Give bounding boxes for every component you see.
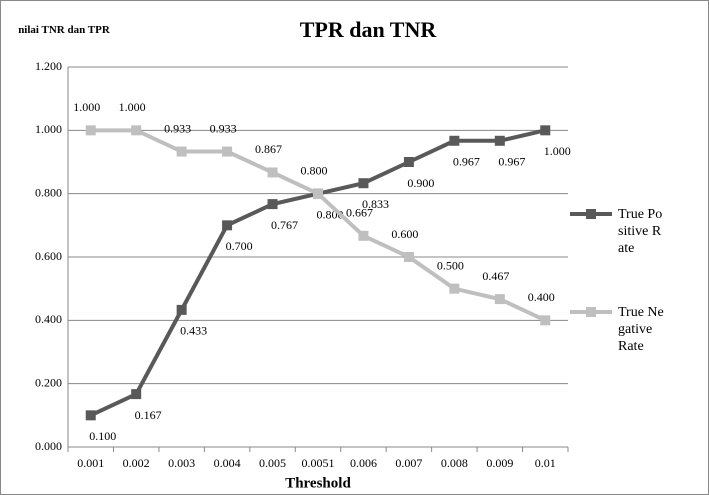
data-label: 0.767 [271,218,298,232]
point-marker [449,283,460,294]
data-label: 0.700 [226,239,253,253]
y-tick-label: 0.800 [35,185,62,199]
legend-label: True Negative Rate [618,305,664,354]
x-tick-label: 0.004 [214,456,241,470]
y-tick-label: 0.000 [35,439,62,453]
point-marker [494,294,505,305]
y-tick-label: 1.200 [35,59,62,73]
y-tick-label: 0.400 [35,312,62,326]
x-tick-label: 0.006 [350,456,377,470]
x-tick-label: 0.0051 [302,456,335,470]
point-marker [85,125,96,136]
point-marker [358,178,369,189]
data-label: 0.933 [164,121,191,135]
point-marker [540,125,551,136]
data-label: 0.600 [391,227,418,241]
data-label: 0.967 [498,155,525,169]
data-label: 0.900 [407,176,434,190]
point-marker [403,157,414,167]
point-marker [131,125,142,136]
data-label: 0.833 [362,197,389,211]
data-label: 0.867 [255,142,282,156]
point-marker [358,230,369,241]
point-marker [222,146,233,157]
data-label: 0.167 [135,408,162,422]
data-label: 0.100 [89,429,116,443]
point-marker [176,146,187,157]
data-label: 0.433 [180,324,207,338]
x-tick-label: 0.009 [486,456,513,470]
point-marker [176,304,187,315]
chart-title: TPR dan TNR [300,17,438,42]
x-tick-label: 0.003 [168,456,195,470]
y-tick-label: 0.600 [35,249,62,263]
data-label: 0.800 [301,163,328,177]
x-tick-label: 0.005 [259,456,286,470]
point-marker [267,167,278,178]
y-tick-label: 1.000 [35,122,62,136]
data-label: 0.933 [210,121,237,135]
data-label: 1.000 [119,100,146,114]
point-marker [267,199,278,210]
data-label: 1.000 [544,144,571,158]
x-axis-title: Threshold [285,475,351,491]
data-label: 0.967 [453,155,480,169]
y-axis-title: nilai TNR dan TPR [18,24,110,36]
point-marker [85,410,96,421]
point-marker [494,135,505,146]
data-label: 1.000 [73,100,100,114]
data-label: 0.500 [437,258,464,272]
legend-label: True Positive Rate [618,207,663,256]
point-marker [131,389,142,400]
point-marker [313,188,323,199]
point-marker [540,315,551,326]
x-tick-label: 0.01 [535,456,556,470]
x-tick-label: 0.001 [77,456,104,470]
point-marker [449,135,460,146]
data-label: 0.400 [528,290,555,304]
x-tick-label: 0.007 [395,456,422,470]
legend-marker [586,307,596,317]
x-tick-label: 0.002 [123,456,150,470]
data-label: 0.667 [346,206,373,220]
point-marker [222,220,233,231]
point-marker [403,252,414,262]
y-tick-label: 0.200 [35,375,62,389]
x-tick-label: 0.008 [441,456,468,470]
data-label: 0.467 [482,269,509,283]
legend-marker [586,209,596,219]
